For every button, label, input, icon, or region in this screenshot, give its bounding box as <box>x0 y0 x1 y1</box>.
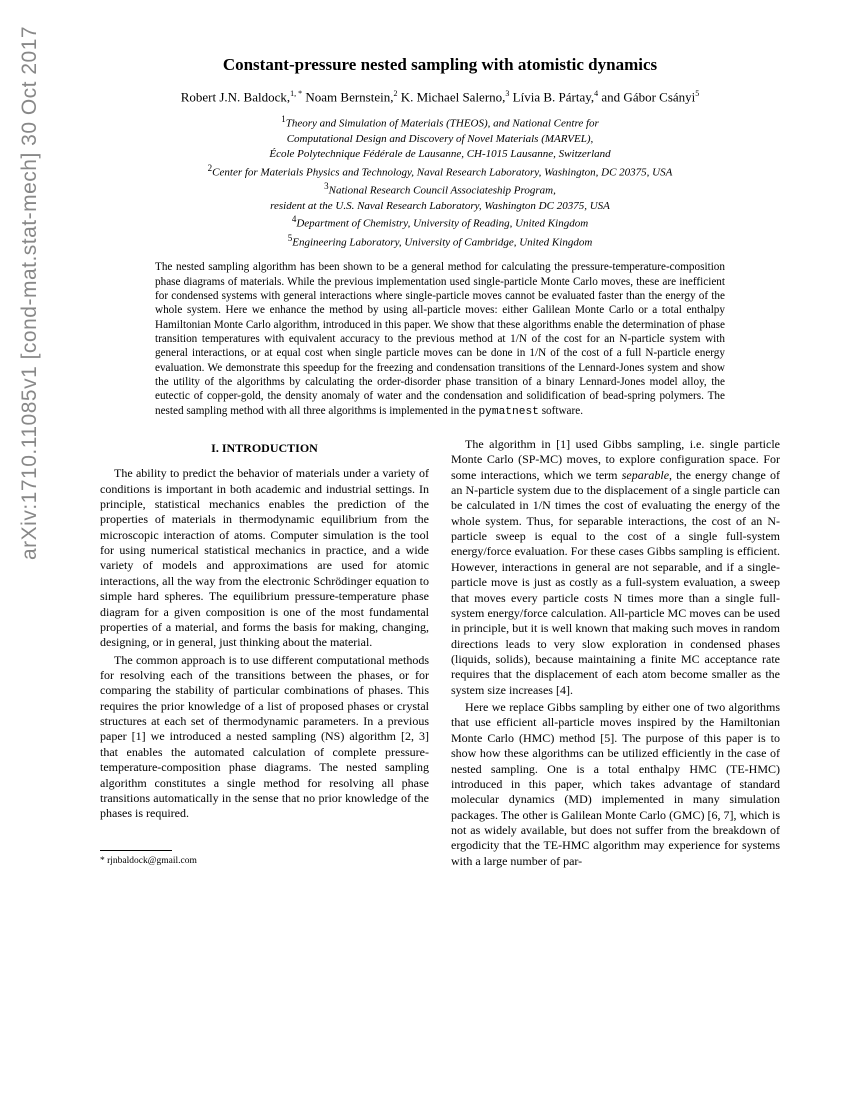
footnote-rule <box>100 850 172 851</box>
paper-title: Constant-pressure nested sampling with a… <box>100 55 780 75</box>
section-heading: I. INTRODUCTION <box>100 441 429 456</box>
abstract: The nested sampling algorithm has been s… <box>155 260 725 419</box>
footnote: * rjnbaldock@gmail.com <box>100 855 429 867</box>
right-paragraphs: The algorithm in [1] used Gibbs sampling… <box>451 437 780 869</box>
left-paragraphs: The ability to predict the behavior of m… <box>100 466 429 821</box>
right-column: The algorithm in [1] used Gibbs sampling… <box>451 437 780 871</box>
left-column: I. INTRODUCTION The ability to predict t… <box>100 437 429 871</box>
page-content: Constant-pressure nested sampling with a… <box>0 0 850 911</box>
two-column-body: I. INTRODUCTION The ability to predict t… <box>100 437 780 871</box>
arxiv-stamp: arXiv:1710.11085v1 [cond-mat.stat-mech] … <box>18 26 42 560</box>
affiliations: 1Theory and Simulation of Materials (THE… <box>140 113 740 250</box>
authors: Robert J.N. Baldock,1, * Noam Bernstein,… <box>100 89 780 105</box>
